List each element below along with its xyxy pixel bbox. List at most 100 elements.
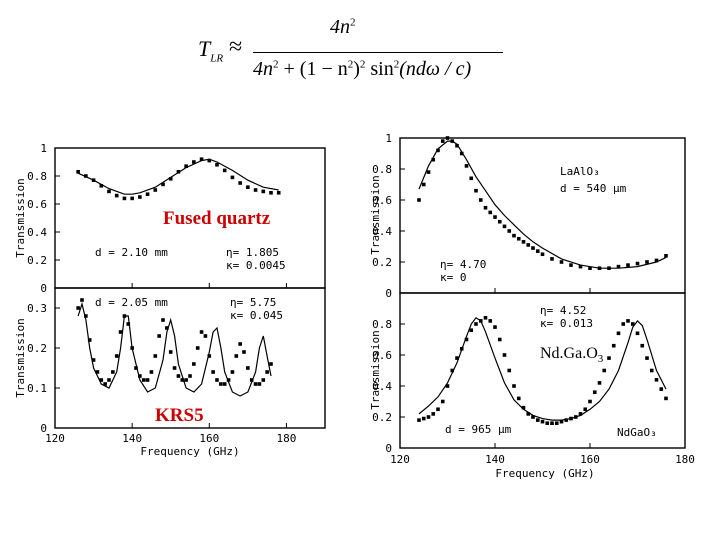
transmission-formula: TLR ≈ 4n2 4n2 + (1 − n2)2 sin2(ndω / c) bbox=[195, 14, 515, 84]
fused-quartz-ytick-label: 0.6 bbox=[27, 198, 47, 211]
ndgao3-data-point bbox=[602, 368, 607, 373]
ndgao3-data-point bbox=[450, 368, 455, 373]
krs5-data-point bbox=[246, 366, 250, 370]
fq-kappa-note: κ= 0.0045 bbox=[226, 259, 286, 272]
ndgao3-eta-note: η= 4.52 bbox=[540, 304, 586, 317]
ndgao3-data-point bbox=[583, 407, 588, 412]
laalo3-data-point bbox=[512, 233, 516, 238]
ndgao3-data-point bbox=[440, 399, 445, 404]
krs5-data-point bbox=[138, 374, 142, 378]
ndgao3-data-point bbox=[588, 399, 592, 404]
krs5-ytick-label: 0.3 bbox=[27, 302, 47, 315]
krs5-data-point bbox=[234, 354, 239, 358]
laalo3-data-point bbox=[431, 157, 436, 162]
fused-quartz-data-point bbox=[269, 191, 273, 195]
fused-quartz-data-point bbox=[192, 160, 196, 164]
laalo3-thickness-note: d = 540 μm bbox=[560, 182, 627, 195]
laalo3-data-point bbox=[421, 182, 426, 187]
fused-quartz-data-point bbox=[161, 182, 165, 187]
laalo3-data-point bbox=[616, 264, 621, 269]
ndgao3-data-point bbox=[488, 319, 493, 323]
left-xlabel: Frequency (GHz) bbox=[140, 445, 239, 458]
laalo3-ytick-label: 1 bbox=[385, 132, 392, 145]
ndgao3-ytick-label: 0 bbox=[385, 442, 392, 455]
ndgao3-fit-line bbox=[418, 316, 667, 421]
krs5-data-point bbox=[168, 350, 173, 354]
krs5-data-point bbox=[180, 378, 185, 382]
laalo3-data-point bbox=[531, 246, 535, 250]
krs5-data-point bbox=[176, 374, 181, 378]
ndgao3-data-point bbox=[445, 384, 450, 388]
krs5-data-point bbox=[261, 378, 266, 382]
fused-quartz-data-point bbox=[261, 189, 266, 194]
ndgao3-data-point bbox=[421, 416, 426, 421]
laalo3-data-point bbox=[455, 143, 459, 148]
krs5-xtick-label: 160 bbox=[199, 432, 219, 445]
fused-quartz-data-point bbox=[76, 170, 80, 174]
laalo3-data-point bbox=[417, 198, 421, 202]
fused-quartz-data-point bbox=[107, 189, 111, 194]
krs5-data-point bbox=[249, 378, 254, 382]
krs5-label: KRS5 bbox=[155, 405, 204, 426]
ndgao3-data-point bbox=[645, 356, 649, 360]
krs5-data-point bbox=[253, 382, 258, 386]
laalo3-data-point bbox=[445, 136, 450, 140]
krs5-data-point bbox=[107, 378, 111, 382]
ndgao3-data-point bbox=[635, 331, 640, 336]
krs5-data-point bbox=[126, 322, 131, 326]
laalo3-data-point bbox=[535, 249, 540, 253]
krs5-data-point bbox=[161, 318, 165, 322]
laalo3-data-point bbox=[521, 240, 526, 244]
fused-quartz-data-point bbox=[253, 188, 258, 192]
ndgao3-data-point bbox=[497, 337, 502, 342]
ndgao3-xtick-label: 120 bbox=[390, 453, 410, 466]
krs5-data-point bbox=[184, 378, 188, 382]
krs5-kappa-note: κ= 0.045 bbox=[230, 309, 283, 322]
ndgao3-data-point bbox=[464, 337, 469, 342]
ndgao3-name-note: NdGaO₃ bbox=[617, 426, 657, 439]
formula-approx-sign: ≈ bbox=[229, 34, 243, 60]
krs5-data-point bbox=[215, 378, 219, 382]
ndgao3-data-point bbox=[483, 316, 488, 320]
krs5-ytick-label: 0.1 bbox=[27, 382, 47, 395]
krs5-data-point bbox=[192, 362, 196, 366]
krs5-ylabel: Transmission bbox=[14, 318, 27, 397]
laalo3-data-point bbox=[626, 263, 630, 267]
fused-quartz-ytick-label: 0 bbox=[40, 282, 47, 295]
ndgao3-data-point bbox=[545, 421, 550, 425]
ndgao3-data-point bbox=[621, 322, 626, 326]
ndgao3-data-point bbox=[592, 390, 597, 394]
laalo3-data-point bbox=[540, 252, 545, 257]
ndgao3-data-point bbox=[626, 319, 630, 323]
krs5-data-point bbox=[199, 330, 204, 334]
krs5-data-point bbox=[195, 346, 200, 350]
fused-quartz-data-point bbox=[238, 181, 242, 185]
krs5-data-point bbox=[203, 334, 208, 338]
fq-eta-note: η= 1.805 bbox=[226, 246, 279, 259]
ndgao3-data-point bbox=[611, 343, 616, 348]
krs5-data-point bbox=[91, 358, 96, 362]
fused-quartz-data-point bbox=[199, 157, 204, 161]
fused-quartz-data-point bbox=[84, 174, 88, 178]
ndgao3-data-point bbox=[597, 381, 602, 385]
krs5-data-point bbox=[111, 370, 115, 374]
fused-quartz-data-point bbox=[168, 177, 173, 181]
ndgao3-data-point bbox=[607, 356, 611, 360]
ndgao3-ytick-label: 0.4 bbox=[372, 380, 392, 393]
laalo3-data-point bbox=[497, 219, 502, 224]
fused-quartz-data-point bbox=[222, 168, 227, 173]
fused-quartz-fit-line bbox=[77, 158, 279, 195]
krs5-data-point bbox=[84, 314, 88, 318]
krs5-data-point bbox=[269, 362, 273, 366]
krs5-data-point bbox=[219, 382, 223, 386]
ndgao3-data-point bbox=[550, 421, 554, 425]
ndgao3-data-point bbox=[526, 412, 531, 416]
ndgao3-data-point bbox=[521, 405, 526, 410]
fused-quartz-ytick-label: 0.2 bbox=[27, 254, 47, 267]
krs5-data-point bbox=[134, 366, 138, 370]
ndgao3-overlay-label: Nd.Ga.O3 bbox=[540, 345, 604, 365]
krs5-data-point bbox=[211, 370, 215, 374]
fused-quartz-label: Fused quartz bbox=[163, 208, 271, 229]
laalo3-ylabel: Transmission bbox=[369, 175, 382, 254]
